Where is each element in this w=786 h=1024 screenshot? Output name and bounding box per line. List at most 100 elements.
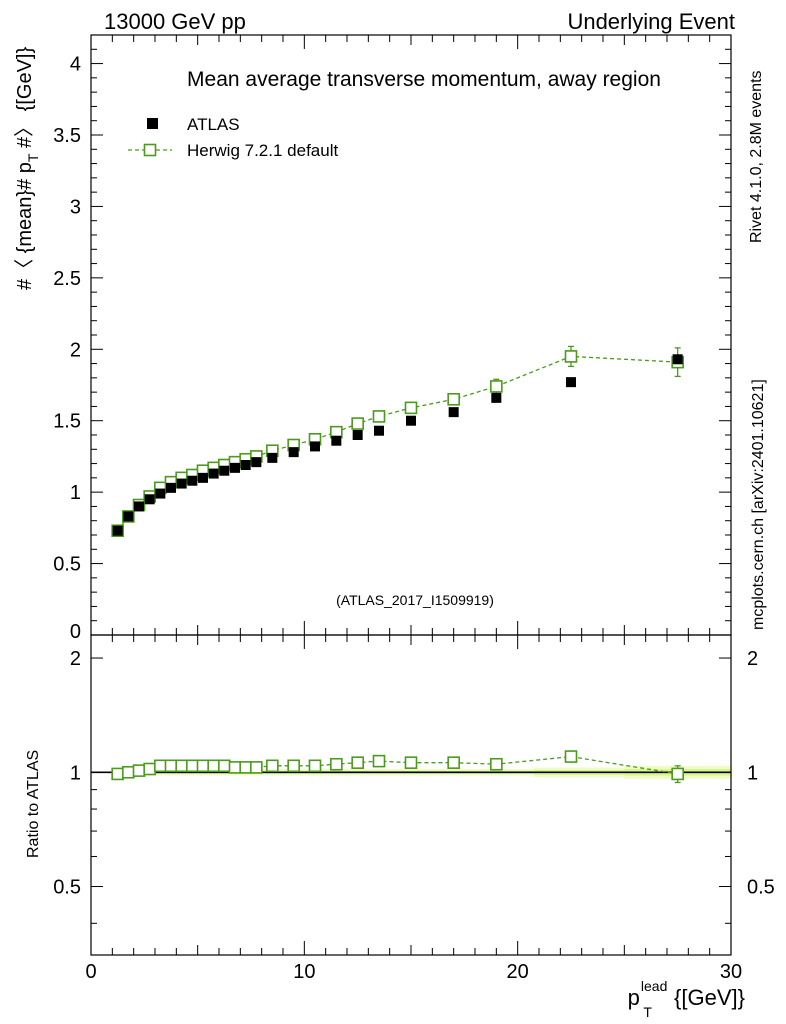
- atlas-point: [566, 377, 576, 388]
- mcplots-label: mcplots.cern.ch [arXiv:2401.10621]: [750, 379, 767, 630]
- main-y-axis-label: #〈 {mean}# pT #〉 {[GeV]}: [14, 47, 41, 290]
- atlas-point: [240, 460, 251, 470]
- x-tick-label: 20: [507, 961, 529, 983]
- atlas-point: [198, 472, 208, 483]
- ratio-herwig-point: [490, 757, 503, 771]
- ratio-herwig-point: [330, 757, 343, 771]
- atlas-point: [448, 407, 459, 418]
- legend-herwig-marker: [143, 143, 157, 157]
- ratio-herwig-point: [164, 759, 178, 773]
- herwig-point: [564, 350, 578, 363]
- analysis-watermark: (ATLAS_2017_I1509919): [336, 592, 494, 608]
- atlas-point: [267, 452, 278, 463]
- main-ticks: [90, 34, 732, 636]
- ratio-herwig-point: [287, 759, 300, 773]
- main-y-axis-label-sub: T: [25, 153, 41, 162]
- ratio-herwig-point: [239, 761, 252, 774]
- y-tick-label: 3: [70, 196, 81, 218]
- atlas-point: [406, 415, 416, 426]
- y-tick-label: 3.5: [53, 125, 81, 147]
- ratio-herwig-point: [250, 761, 263, 774]
- legend: ATLAS Herwig 7.2.1 default: [128, 115, 338, 160]
- y-tick-label: 2.5: [53, 268, 81, 290]
- ratio-herwig-point: [351, 756, 364, 769]
- ratio-herwig-point: [404, 756, 418, 769]
- ratio-herwig-point: [372, 754, 386, 768]
- y-tick-label: 0.5: [53, 554, 81, 576]
- x-tick-labels: 0 10 20 30: [85, 961, 742, 983]
- y-tick-label: 4: [70, 54, 81, 76]
- herwig-point: [372, 410, 386, 423]
- energy-label: 13000 GeV pp: [104, 9, 246, 34]
- atlas-point: [672, 354, 683, 365]
- legend-atlas-marker: [147, 118, 158, 129]
- atlas-point: [123, 511, 134, 522]
- herwig-point: [447, 392, 460, 406]
- ratio-y-tick-label-left: 1: [70, 762, 81, 784]
- atlas-point: [219, 465, 230, 476]
- ratio-herwig-point: [564, 750, 578, 763]
- y-tick-label: 0: [70, 621, 81, 643]
- ratio-herwig-point: [154, 759, 167, 773]
- ratio-herwig-point: [207, 759, 220, 773]
- main-y-axis-label-pre: #〈 {mean}# p: [14, 162, 36, 290]
- atlas-point: [288, 447, 299, 458]
- y-tick-label: 2: [70, 339, 81, 361]
- ratio-herwig-point: [111, 767, 124, 781]
- ratio-herwig-point: [196, 759, 210, 773]
- x-tick-label: 30: [720, 961, 742, 983]
- ratio-herwig-point: [175, 759, 188, 773]
- ratio-herwig-point: [132, 764, 146, 777]
- ratio-herwig-point: [447, 756, 460, 769]
- ratio-y-tick-label-right: 1: [747, 762, 758, 784]
- ratio-ticks: [90, 635, 732, 955]
- x-axis-label-sup: lead: [641, 978, 667, 994]
- process-label: Underlying Event: [567, 9, 735, 34]
- ratio-herwig-point: [122, 765, 135, 779]
- atlas-point: [155, 488, 166, 499]
- atlas-point: [352, 430, 363, 440]
- x-tick-label: 10: [293, 961, 315, 983]
- ratio-y-tick-labels: 0.5 0.5 1 1 2 2: [53, 648, 775, 898]
- ratio-herwig-point: [143, 762, 156, 776]
- herwig-point: [404, 401, 418, 415]
- main-y-axis-label-post: #〉 {[GeV]}: [14, 47, 36, 154]
- ratio-herwig-point: [308, 759, 322, 773]
- atlas-point: [112, 525, 123, 536]
- main-panel: 0 0.5 1 1.5 2 2.5 3 3.5 4 Mean average transvers…: [14, 34, 732, 643]
- ratio-herwig-point: [266, 759, 279, 773]
- atlas-point: [310, 441, 320, 452]
- ratio-y-tick-label-left: 0.5: [53, 877, 81, 899]
- herwig-point: [490, 380, 503, 393]
- x-tick-label: 0: [85, 961, 96, 983]
- ratio-y-tick-label-right: 2: [747, 648, 758, 670]
- main-y-tick-labels: 0 0.5 1 1.5 2 2.5 3 3.5 4: [53, 54, 81, 643]
- x-axis-label: plead T {[GeV]}: [628, 978, 745, 1020]
- y-tick-label: 1: [70, 482, 81, 504]
- x-axis-label-main: p: [628, 985, 640, 1010]
- ratio-y-tick-label-left: 2: [70, 648, 81, 670]
- y-tick-label: 1.5: [53, 411, 81, 433]
- herwig-line: [117, 355, 678, 532]
- chart-title: Mean average transverse momentum, away r…: [187, 68, 661, 91]
- atlas-point: [187, 475, 198, 486]
- atlas-point: [491, 392, 502, 403]
- ratio-herwig-point: [228, 761, 242, 774]
- atlas-series: [112, 354, 683, 536]
- ratio-herwig-point: [186, 759, 199, 773]
- ratio-herwig-point: [218, 759, 231, 773]
- ratio-y-tick-label-right: 0.5: [747, 877, 775, 899]
- atlas-point: [374, 425, 384, 436]
- ratio-y-axis-label: Ratio to ATLAS: [25, 750, 42, 858]
- legend-atlas-label: ATLAS: [187, 115, 240, 134]
- ratio-frame: [90, 634, 732, 956]
- atlas-point: [230, 462, 240, 473]
- legend-herwig-label: Herwig 7.2.1 default: [187, 141, 338, 160]
- atlas-point: [166, 482, 176, 493]
- rivet-label: Rivet 4.1.0, 2.8M events: [748, 70, 765, 243]
- herwig-series: [111, 345, 684, 538]
- x-axis-label-unit: {[GeV]}: [668, 985, 745, 1010]
- ratio-panel: 0.5 0.5 1 1 2 2 Ratio to ATLAS 0 10 20 30 plead T…: [25, 634, 775, 1020]
- atlas-point: [176, 478, 187, 489]
